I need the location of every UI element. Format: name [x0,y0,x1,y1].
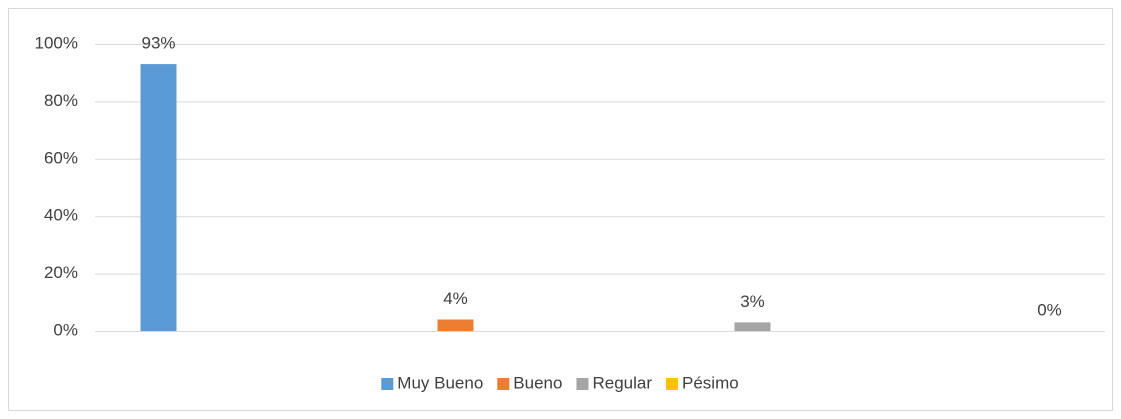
legend-swatch [497,378,510,390]
legend-swatch [576,378,589,390]
y-tick-label: 0% [53,320,78,339]
data-label: 0% [1037,300,1062,319]
y-tick-label: 60% [44,148,78,167]
chart-frame [8,8,1113,411]
legend-swatch [381,378,394,390]
data-label: 93% [141,34,175,53]
data-label: 3% [740,292,765,311]
legend-label: Regular [592,373,652,392]
y-tick-label: 100% [35,33,78,52]
y-tick-label: 40% [44,206,78,225]
bar [140,64,177,331]
legend-label: Muy Bueno [397,373,483,392]
legend-label: Bueno [513,373,562,392]
legend-swatch [666,378,679,390]
bar [437,319,474,331]
legend-label: Pésimo [682,373,739,392]
bar [734,322,771,331]
data-label: 4% [443,289,468,308]
y-tick-label: 80% [44,91,78,110]
y-tick-label: 20% [44,263,78,282]
